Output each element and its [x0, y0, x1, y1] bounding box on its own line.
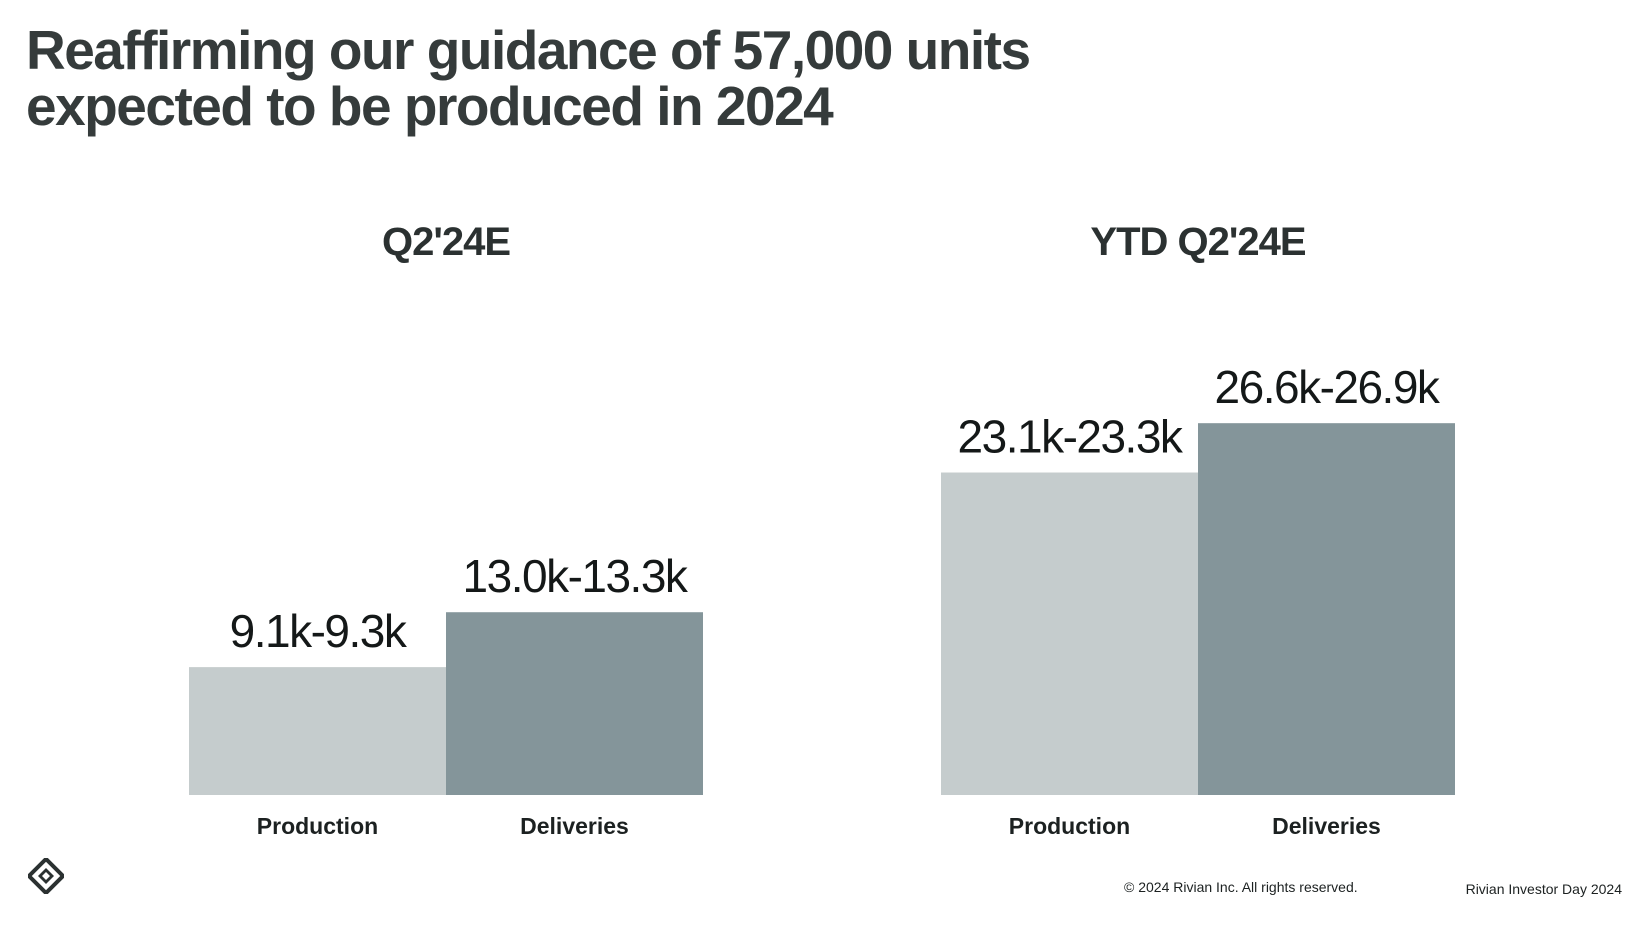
rivian-compass-logo-icon	[28, 858, 64, 894]
data-label-production: 23.1k-23.3k	[958, 411, 1184, 463]
category-label-production: Production	[257, 813, 378, 839]
data-label-deliveries: 26.6k-26.9k	[1215, 361, 1441, 413]
slide-headline: Reaffirming our guidance of 57,000 units…	[26, 22, 1126, 134]
category-label-production: Production	[1009, 813, 1130, 839]
copyright-notice: © 2024 Rivian Inc. All rights reserved.	[1124, 879, 1358, 895]
bar-deliveries	[1198, 423, 1455, 795]
category-label-deliveries: Deliveries	[1272, 813, 1381, 839]
bar-deliveries	[446, 612, 703, 795]
data-label-production: 9.1k-9.3k	[230, 605, 408, 657]
bar-production	[941, 472, 1198, 795]
data-label-deliveries: 13.0k-13.3k	[463, 550, 689, 602]
event-footer: Rivian Investor Day 2024	[1465, 881, 1622, 897]
chart-title: YTD Q2'24E	[1090, 220, 1305, 264]
bar-production	[189, 667, 446, 795]
headline-line-1: Reaffirming our guidance of 57,000 units	[26, 19, 1031, 81]
chart-title: Q2'24E	[382, 220, 510, 264]
headline-line-2: expected to be produced in 2024	[26, 75, 834, 137]
category-label-deliveries: Deliveries	[520, 813, 629, 839]
